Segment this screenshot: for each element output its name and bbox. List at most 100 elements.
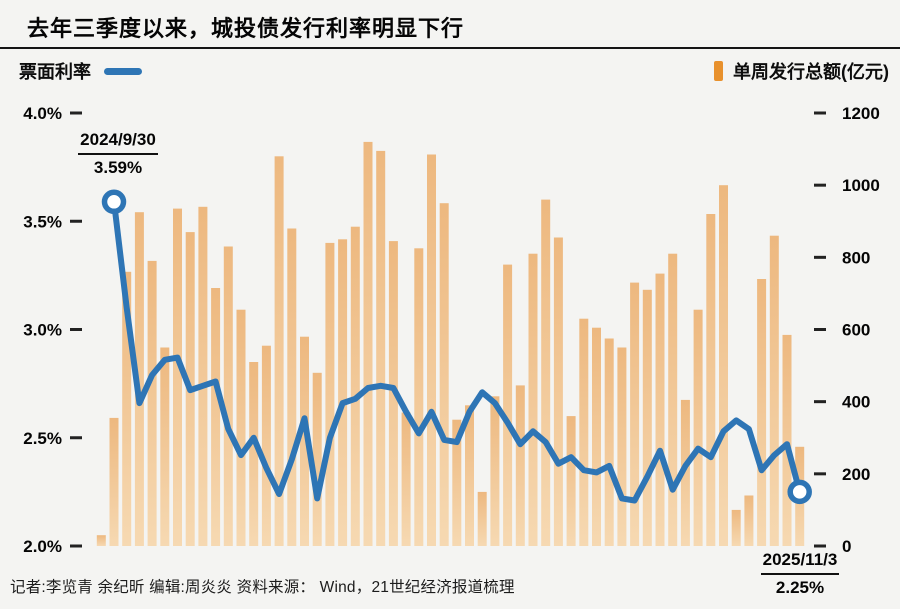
right-axis-label: 1000 [842, 176, 880, 195]
issuance-bar [261, 345, 271, 546]
issuance-bar [630, 282, 640, 546]
issuance-bar [147, 260, 157, 546]
issuance-bar [604, 338, 614, 546]
right-axis: 1200 1000 800 600 400 200 0 [814, 104, 880, 556]
legend-bar-label: 单周发行总额(亿元) [733, 62, 889, 82]
annotation-start-value: 3.59% [93, 158, 143, 177]
issuance-bar [515, 385, 525, 546]
issuance-bar [477, 491, 487, 546]
issuance-bar [592, 327, 601, 546]
issuance-bar [782, 334, 792, 546]
left-axis: 4.0% 3.5% 3.0% 2.5% 2.0% [23, 104, 82, 556]
left-tick [70, 219, 82, 223]
issuance-bar [274, 156, 284, 547]
issuance-bar [160, 347, 170, 546]
right-tick [814, 400, 826, 404]
source-footer: 记者:李览青 余纪昕 编辑:周炎炎 资料来源： Wind，21世纪经济报道梳理 [10, 579, 515, 596]
issuance-bars [96, 141, 805, 547]
issuance-bar [338, 239, 348, 547]
issuance-bar [198, 206, 208, 547]
issuance-bar [300, 336, 309, 546]
issuance-bar [553, 237, 563, 546]
header: 去年三季度以来，城投债发行利率明显下行 [0, 0, 900, 49]
left-axis-label: 3.0% [23, 321, 62, 340]
issuance-bar [427, 154, 436, 546]
legend-line-label: 票面利率 [19, 62, 91, 82]
issuance-bar [693, 309, 703, 546]
right-axis-label: 200 [842, 465, 870, 484]
annotation-end-date: 2025/11/3 [760, 550, 840, 575]
annotation-end-value: 2.25% [775, 578, 825, 597]
issuance-bar [249, 362, 259, 546]
issuance-bar [173, 208, 182, 546]
right-tick [814, 544, 826, 548]
left-axis-label: 4.0% [23, 104, 62, 123]
issuance-bar [236, 309, 246, 546]
issuance-bar [122, 271, 132, 546]
issuance-bar [134, 212, 144, 546]
page-title: 去年三季度以来，城投债发行利率明显下行 [27, 16, 465, 41]
right-tick [814, 255, 826, 259]
line-marker-end [787, 479, 812, 505]
issuance-bar [541, 199, 551, 546]
left-tick [70, 544, 82, 548]
line-marker-start [101, 189, 127, 215]
right-tick [814, 472, 826, 476]
issuance-bar [490, 396, 500, 546]
right-axis-label: 1200 [842, 104, 880, 123]
issuance-bar [376, 150, 386, 546]
issuance-bar [706, 214, 716, 546]
issuance-bar [452, 419, 462, 546]
left-axis-label: 2.5% [23, 429, 62, 448]
issuance-bar [769, 235, 779, 546]
right-tick [814, 328, 826, 331]
issuance-bar [109, 417, 119, 546]
issuance-bar [350, 226, 360, 546]
annotation-start-date: 2024/9/30 [78, 130, 158, 155]
issuance-bar [439, 203, 449, 546]
left-tick [70, 436, 82, 440]
issuance-bar [744, 495, 754, 546]
right-axis-label: 400 [842, 393, 870, 412]
legend-bar: 单周发行总额(亿元) [714, 58, 889, 84]
issuance-bar [642, 289, 652, 546]
issuance-bar [223, 246, 233, 546]
issuance-bar [211, 288, 221, 546]
issuance-bar [617, 347, 627, 546]
issuance-bar [287, 228, 297, 546]
issuance-bar [719, 185, 728, 546]
legend-line: 票面利率 [19, 58, 142, 84]
issuance-bar [566, 416, 576, 546]
right-tick [814, 183, 826, 187]
line-swatch-icon [104, 67, 142, 75]
issuance-bar [465, 405, 474, 546]
issuance-bar [96, 535, 106, 546]
issuance-bar [668, 253, 678, 546]
issuance-bar [312, 372, 322, 546]
left-axis-label: 2.0% [23, 537, 62, 556]
annotation-start: 2024/9/30 3.59% [63, 130, 173, 178]
coupon-rate-line [111, 198, 803, 504]
annotation-end: 2025/11/3 2.25% [745, 550, 855, 598]
left-tick [70, 111, 82, 115]
bar-swatch-icon [714, 61, 723, 81]
issuance-bar [363, 141, 373, 546]
issuance-bar [401, 412, 411, 546]
issuance-bar [414, 248, 424, 547]
issuance-bar [503, 264, 513, 546]
issuance-bar [731, 509, 741, 546]
issuance-bar [757, 279, 767, 546]
left-tick [70, 328, 82, 331]
right-tick [814, 111, 826, 115]
issuance-bar [528, 253, 538, 546]
issuance-bar [655, 273, 665, 546]
left-axis-label: 3.5% [23, 212, 62, 231]
right-axis-label: 600 [842, 321, 870, 340]
issuance-bar [680, 399, 690, 546]
right-axis-label: 0 [842, 537, 851, 556]
issuance-bar [579, 318, 589, 546]
issuance-bar [325, 242, 335, 546]
right-axis-label: 800 [842, 248, 870, 267]
